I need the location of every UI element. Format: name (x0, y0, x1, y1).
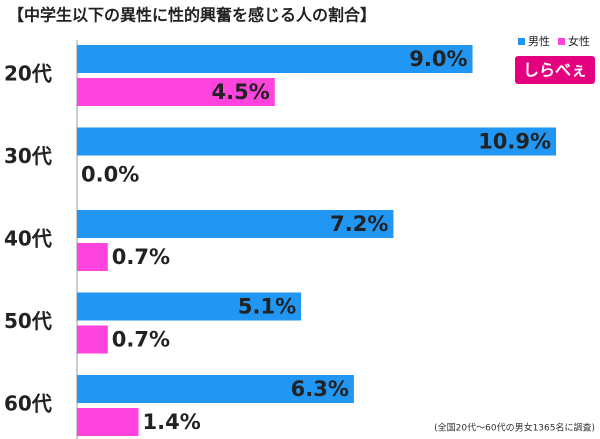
value-label: 0.0% (81, 163, 139, 187)
value-label: 5.1% (238, 295, 296, 319)
y-tick-label: 40代 (4, 227, 52, 251)
value-label: 9.0% (409, 47, 467, 71)
legend-swatch (558, 38, 565, 45)
note: (全国20代〜60代の男女1365名に調査) (434, 422, 595, 434)
value-label: 0.7% (112, 328, 170, 352)
value-label: 10.9% (478, 130, 551, 154)
value-label: 6.3% (291, 377, 349, 401)
legend-label: 女性 (568, 34, 590, 48)
logo-box (515, 56, 595, 84)
bar (77, 292, 302, 321)
logo: しらべぇ (523, 61, 587, 80)
bar (77, 408, 139, 436)
chart-title: 【中学生以下の異性に性的興奮を感じる人の割合】 (8, 6, 376, 25)
value-label: 0.7% (112, 245, 170, 269)
value-label: 1.4% (143, 410, 201, 434)
y-tick-label: 20代 (4, 62, 52, 86)
y-tick-label: 50代 (4, 309, 52, 333)
y-tick-label: 30代 (4, 144, 52, 168)
legend-swatch (518, 38, 525, 45)
bar (77, 243, 108, 271)
bar (77, 325, 108, 354)
bar (77, 210, 394, 238)
bar (77, 45, 473, 73)
legend-label: 男性 (528, 34, 550, 48)
value-label: 4.5% (212, 80, 270, 104)
bar (77, 127, 557, 156)
value-label: 7.2% (330, 212, 388, 236)
bar (77, 375, 354, 403)
y-tick-label: 60代 (4, 392, 52, 416)
bar (77, 78, 275, 106)
